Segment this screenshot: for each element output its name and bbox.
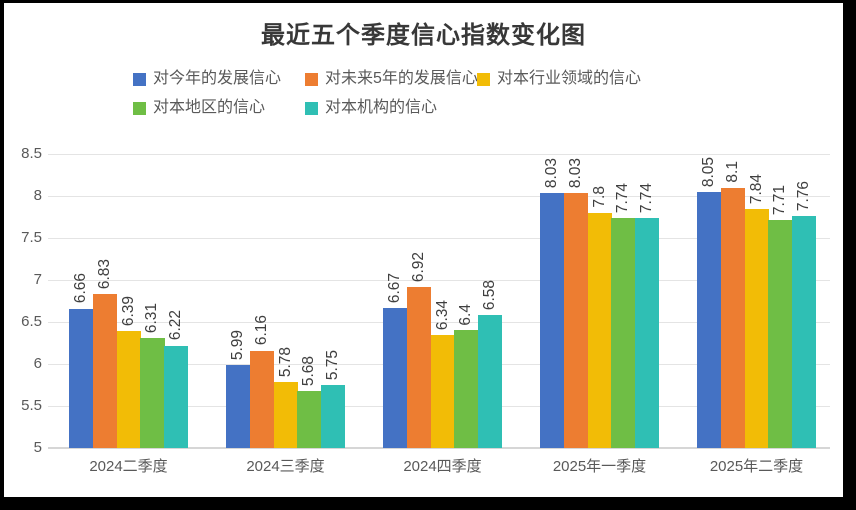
x-axis-category-label: 2024三季度 xyxy=(246,458,325,475)
bar-series3-group3 xyxy=(430,335,455,448)
legend-label: 对今年的发展信心 xyxy=(153,70,282,87)
legend-swatch-icon xyxy=(133,101,146,115)
bar-series3-group1 xyxy=(116,331,141,448)
bar-series1-group3 xyxy=(383,307,408,448)
bar-value-label: 8.05 xyxy=(699,156,717,187)
y-axis-tick-label: 8.5 xyxy=(21,145,42,162)
bar-value-label: 7.84 xyxy=(747,174,765,205)
x-axis-line xyxy=(48,447,830,449)
chart-canvas: 最近五个季度信心指数变化图 对今年的发展信心 对未来5年的发展信心 对本行业领域… xyxy=(4,3,843,497)
x-axis-category-label: 2025年二季度 xyxy=(709,458,804,475)
bar-series5-group4 xyxy=(635,217,660,448)
legend-label: 对本机构的信心 xyxy=(325,99,438,116)
bar-value-label: 5.75 xyxy=(324,349,342,380)
bar-series2-group3 xyxy=(406,286,431,448)
legend-swatch-icon xyxy=(477,72,490,86)
y-axis-tick-label: 6.5 xyxy=(21,313,42,330)
y-axis-tick-label: 5.5 xyxy=(21,397,42,414)
bar-value-label: 6.92 xyxy=(409,251,427,282)
bar-value-label: 5.78 xyxy=(276,347,294,378)
bar-series4-group1 xyxy=(140,337,165,448)
x-axis-category-label: 2024二季度 xyxy=(89,458,168,475)
bar-value-label: 8.1 xyxy=(723,161,741,183)
gridline xyxy=(48,280,830,281)
bar-value-label: 6.67 xyxy=(385,272,403,303)
bar-series5-group3 xyxy=(478,315,503,448)
bar-value-label: 8.03 xyxy=(566,158,584,189)
legend-item: 对本行业领域的信心 xyxy=(477,67,641,91)
bar-value-label: 6.83 xyxy=(95,259,113,290)
legend-label: 对本行业领域的信心 xyxy=(497,70,642,87)
legend-swatch-icon xyxy=(305,72,318,86)
chart-title: 最近五个季度信心指数变化图 xyxy=(261,23,586,49)
legend: 对今年的发展信心 对未来5年的发展信心 对本行业领域的信心 对本地区的信心 对本… xyxy=(133,67,641,120)
gridline xyxy=(48,238,830,239)
legend-swatch-icon xyxy=(133,72,146,86)
bar-series4-group3 xyxy=(454,330,479,448)
legend-item: 对本地区的信心 xyxy=(133,96,305,120)
legend-item: 对本机构的信心 xyxy=(305,96,477,120)
plot-area: 6.66 6.83 6.39 6.31 6.22 5.99 6.16 5.78 5.68 5.75… xyxy=(48,154,830,449)
bar-series5-group5 xyxy=(792,216,817,448)
bar-value-label: 8.03 xyxy=(542,158,560,189)
y-axis-tick-label: 7 xyxy=(33,271,42,288)
bar-value-label: 6.4 xyxy=(457,303,475,326)
y-axis-tick-label: 7.5 xyxy=(21,229,42,246)
x-axis-category-label: 2025年一季度 xyxy=(552,458,647,475)
x-axis-category-label: 2024四季度 xyxy=(403,458,482,475)
bar-value-label: 5.99 xyxy=(228,329,246,360)
y-axis: 8.5 8 7.5 7 6.5 6 5.5 5 xyxy=(4,145,42,456)
bar-value-label: 6.34 xyxy=(433,300,451,331)
bar-value-label: 7.76 xyxy=(795,181,813,212)
bar-value-label: 7.71 xyxy=(771,185,789,216)
bar-value-label: 6.31 xyxy=(143,302,161,333)
bar-series4-group2 xyxy=(297,390,322,448)
bar-value-label: 7.74 xyxy=(638,182,656,213)
bar-series1-group1 xyxy=(69,308,94,448)
bar-value-label: 5.68 xyxy=(300,355,318,386)
bar-series2-group4 xyxy=(563,193,588,448)
gridline xyxy=(48,154,830,155)
bar-value-label: 6.66 xyxy=(71,273,89,304)
bar-series3-group4 xyxy=(587,212,612,448)
bar-series3-group5 xyxy=(744,209,769,448)
y-axis-tick-label: 5 xyxy=(33,439,42,456)
bar-value-label: 7.8 xyxy=(590,186,608,208)
bar-value-label: 6.22 xyxy=(167,310,185,341)
bar-series5-group2 xyxy=(321,385,346,448)
legend-swatch-icon xyxy=(305,101,318,115)
bar-series1-group4 xyxy=(540,193,565,448)
bar-value-label: 6.58 xyxy=(481,280,499,311)
bar-series5-group1 xyxy=(164,345,189,448)
bar-series2-group1 xyxy=(92,294,117,448)
bar-series4-group4 xyxy=(611,217,636,448)
bar-series1-group2 xyxy=(226,364,251,448)
gridline xyxy=(48,322,830,323)
gridline xyxy=(48,196,830,197)
legend-item: 对未来5年的发展信心 xyxy=(305,67,478,91)
bar-series2-group2 xyxy=(249,350,274,448)
bar-series4-group5 xyxy=(768,220,793,448)
bar-value-label: 7.74 xyxy=(614,182,632,213)
bar-series1-group5 xyxy=(697,191,722,448)
bar-series3-group2 xyxy=(273,382,298,448)
legend-label: 对未来5年的发展信心 xyxy=(325,70,478,87)
bar-value-label: 6.39 xyxy=(119,296,137,327)
bar-series2-group5 xyxy=(720,187,745,448)
legend-item: 对今年的发展信心 xyxy=(133,67,305,91)
bar-value-label: 6.16 xyxy=(252,315,270,346)
y-axis-tick-label: 8 xyxy=(33,187,42,204)
x-axis: 2024二季度 2024三季度 2024四季度 2025年一季度 2025年二季度 xyxy=(48,455,830,479)
y-axis-tick-label: 6 xyxy=(33,355,42,372)
legend-label: 对本地区的信心 xyxy=(153,99,266,116)
